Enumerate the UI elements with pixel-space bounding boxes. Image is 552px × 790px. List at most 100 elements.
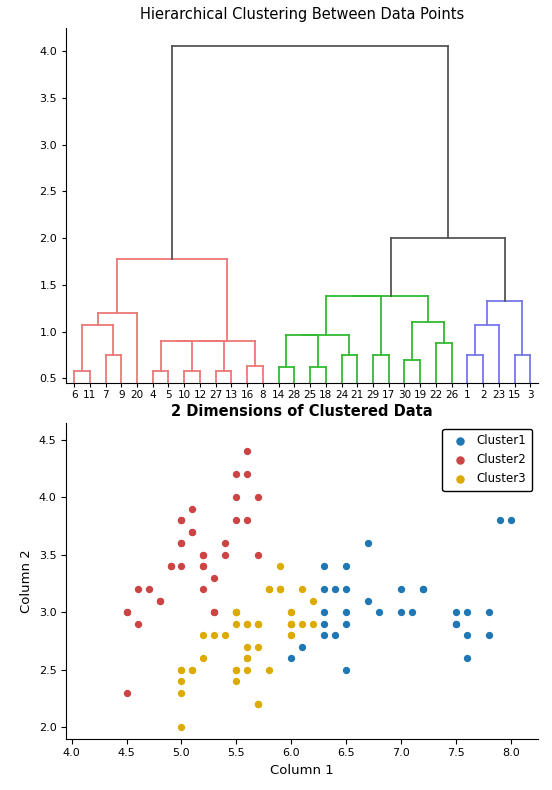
Cluster3 — [265, 583, 274, 596]
Cluster2 — [166, 560, 175, 573]
Cluster3 — [287, 618, 296, 630]
Cluster3 — [188, 664, 197, 676]
Cluster2 — [177, 514, 186, 527]
Cluster1 — [485, 606, 493, 619]
Cluster3 — [232, 664, 241, 676]
Cluster3 — [287, 618, 296, 630]
Cluster2 — [254, 548, 263, 561]
Cluster2 — [243, 514, 252, 527]
Cluster2 — [144, 583, 153, 596]
Cluster2 — [122, 687, 131, 699]
Title: Hierarchical Clustering Between Data Points: Hierarchical Clustering Between Data Poi… — [140, 7, 464, 22]
Cluster3 — [254, 698, 263, 710]
Cluster3 — [177, 687, 186, 699]
Cluster3 — [309, 618, 317, 630]
Cluster1 — [418, 583, 427, 596]
Cluster2 — [243, 445, 252, 457]
Cluster2 — [177, 537, 186, 550]
Cluster3 — [287, 606, 296, 619]
Cluster3 — [287, 629, 296, 641]
Cluster1 — [331, 583, 339, 596]
Cluster1 — [418, 583, 427, 596]
Cluster3 — [221, 629, 230, 641]
Cluster3 — [265, 583, 274, 596]
Cluster1 — [287, 652, 296, 664]
Cluster1 — [342, 618, 351, 630]
Cluster1 — [396, 583, 405, 596]
Cluster3 — [243, 641, 252, 653]
Cluster1 — [452, 618, 460, 630]
Cluster3 — [232, 606, 241, 619]
Cluster2 — [155, 594, 164, 607]
Cluster2 — [199, 560, 208, 573]
Cluster2 — [122, 606, 131, 619]
Cluster1 — [320, 606, 328, 619]
Cluster2 — [188, 525, 197, 538]
Cluster3 — [177, 664, 186, 676]
Cluster2 — [243, 468, 252, 480]
Cluster1 — [463, 606, 471, 619]
Cluster2 — [133, 618, 142, 630]
Cluster3 — [254, 618, 263, 630]
Cluster3 — [298, 618, 306, 630]
Cluster2 — [177, 514, 186, 527]
Cluster3 — [232, 618, 241, 630]
Cluster3 — [232, 606, 241, 619]
Cluster3 — [276, 583, 285, 596]
Cluster1 — [375, 606, 384, 619]
Cluster1 — [320, 560, 328, 573]
Y-axis label: Column 2: Column 2 — [20, 549, 33, 612]
Cluster1 — [463, 629, 471, 641]
Cluster2 — [199, 583, 208, 596]
Cluster1 — [452, 606, 460, 619]
Cluster1 — [320, 583, 328, 596]
Cluster3 — [287, 606, 296, 619]
Cluster1 — [342, 560, 351, 573]
Cluster1 — [320, 629, 328, 641]
X-axis label: Column 1: Column 1 — [270, 764, 334, 777]
Cluster2 — [210, 606, 219, 619]
Cluster3 — [254, 641, 263, 653]
Cluster3 — [254, 698, 263, 710]
Cluster1 — [463, 652, 471, 664]
Cluster3 — [254, 618, 263, 630]
Cluster1 — [364, 537, 373, 550]
Cluster2 — [188, 525, 197, 538]
Cluster2 — [133, 583, 142, 596]
Cluster2 — [232, 491, 241, 504]
Cluster3 — [243, 618, 252, 630]
Cluster1 — [320, 618, 328, 630]
Cluster1 — [298, 641, 306, 653]
Cluster1 — [506, 514, 515, 527]
Cluster3 — [199, 629, 208, 641]
Cluster2 — [199, 548, 208, 561]
Cluster3 — [276, 560, 285, 573]
Cluster2 — [166, 560, 175, 573]
Title: 2 Dimensions of Clustered Data: 2 Dimensions of Clustered Data — [172, 404, 433, 419]
Cluster1 — [342, 606, 351, 619]
Cluster1 — [364, 594, 373, 607]
Cluster1 — [495, 514, 504, 527]
Cluster1 — [342, 583, 351, 596]
Cluster3 — [177, 675, 186, 687]
Cluster3 — [177, 720, 186, 733]
Cluster3 — [199, 652, 208, 664]
Legend: Cluster1, Cluster2, Cluster3: Cluster1, Cluster2, Cluster3 — [442, 428, 532, 491]
Cluster1 — [396, 606, 405, 619]
Cluster2 — [210, 606, 219, 619]
Cluster3 — [309, 594, 317, 607]
Cluster3 — [265, 664, 274, 676]
Cluster2 — [199, 560, 208, 573]
Cluster2 — [122, 606, 131, 619]
Cluster3 — [188, 664, 197, 676]
Cluster3 — [276, 583, 285, 596]
Cluster1 — [485, 629, 493, 641]
Cluster2 — [221, 537, 230, 550]
Cluster2 — [210, 571, 219, 584]
Cluster3 — [243, 618, 252, 630]
Cluster3 — [298, 583, 306, 596]
Cluster1 — [452, 618, 460, 630]
Cluster3 — [232, 664, 241, 676]
Cluster3 — [232, 606, 241, 619]
Cluster3 — [243, 652, 252, 664]
